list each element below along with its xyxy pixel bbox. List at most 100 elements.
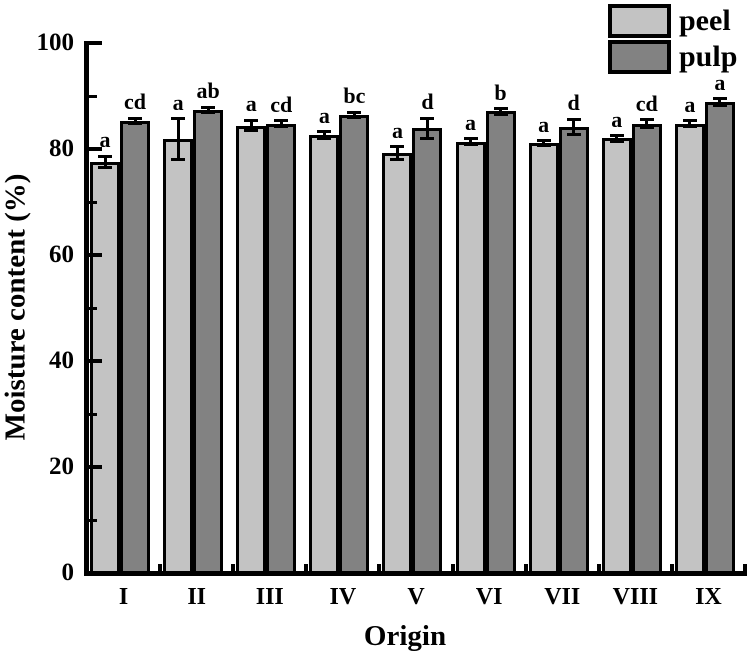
error-bar-cap-top (682, 119, 697, 123)
x-boundary-tick-7 (596, 564, 601, 571)
x-boundary-tick-6 (523, 564, 528, 571)
error-bar-peel-I (103, 156, 107, 167)
bar-pulp-VIII (631, 123, 662, 575)
y-major-tick-40 (89, 359, 102, 363)
x-boundary-tick-2 (231, 564, 236, 571)
bar-pulp-VI (485, 111, 516, 575)
error-bar-peel-V (395, 146, 399, 160)
error-bar-pulp-IX (718, 98, 722, 105)
legend-label-peel: peel (679, 4, 731, 37)
x-category-label-VIII: VIII (612, 584, 658, 610)
bar-pulp-III (266, 123, 297, 575)
error-bar-cap-bottom (390, 158, 405, 162)
bar-peel-IX (674, 123, 705, 575)
x-category-label-II: II (187, 584, 206, 610)
error-bar-pulp-VII (572, 119, 576, 135)
error-bar-cap-bottom (128, 122, 142, 126)
error-bar-cap-top (171, 117, 186, 121)
error-bar-cap-bottom (682, 124, 697, 128)
legend-entry-pulp: pulp (608, 40, 737, 74)
error-bar-cap-bottom (463, 142, 478, 146)
error-bar-cap-top (420, 116, 435, 120)
bar-peel-II (163, 138, 194, 575)
error-bar-cap-bottom (347, 116, 362, 120)
error-bar-cap-bottom (244, 129, 259, 133)
bar-pulp-IV (339, 115, 370, 575)
error-bar-cap-top (274, 119, 289, 123)
error-bar-peel-VIII (615, 135, 619, 142)
sig-letter-peel-VIII: a (611, 106, 623, 132)
error-bar-cap-top (493, 107, 508, 111)
x-category-label-VI: VI (475, 584, 503, 610)
x-axis-title: Origin (363, 620, 447, 652)
error-bar-pulp-VIII (645, 119, 649, 128)
error-bar-peel-IX (688, 120, 692, 127)
y-major-tick-100 (89, 41, 102, 45)
error-bar-cap-top (566, 117, 581, 121)
y-minor-tick-10 (89, 518, 97, 522)
error-bar-cap-bottom (712, 103, 727, 107)
x-boundary-tick-4 (377, 564, 382, 571)
x-axis-line (84, 571, 747, 576)
error-bar-cap-top (128, 116, 142, 120)
sig-letter-peel-III: a (245, 91, 257, 117)
error-bar-cap-bottom (171, 157, 186, 161)
error-bar-cap-bottom (639, 125, 654, 129)
sig-letter-peel-IV: a (318, 102, 330, 128)
bar-pulp-I (120, 120, 150, 575)
y-tick-label-80: 80 (49, 135, 74, 162)
x-boundary-tick-1 (158, 564, 163, 571)
y-major-tick-80 (89, 147, 102, 151)
sig-letter-pulp-VI: b (494, 79, 507, 105)
sig-letter-pulp-III: cd (270, 91, 293, 117)
error-bar-pulp-IV (352, 112, 356, 118)
legend-swatch-peel (608, 4, 671, 38)
sig-letter-pulp-IX: a (714, 69, 726, 95)
bar-pulp-V (412, 128, 443, 575)
error-bar-cap-bottom (609, 139, 624, 143)
error-bar-cap-bottom (566, 132, 581, 136)
legend-swatch-pulp (608, 40, 671, 74)
error-bar-peel-VI (469, 138, 473, 145)
sig-letter-pulp-IV: bc (343, 83, 366, 109)
x-category-label-VII: VII (544, 584, 581, 610)
y-tick-label-0: 0 (61, 559, 75, 586)
error-bar-cap-bottom (98, 165, 112, 169)
error-bar-pulp-II (206, 107, 210, 113)
error-bar-cap-bottom (201, 110, 216, 114)
error-bar-cap-bottom (420, 136, 435, 140)
bar-pulp-VII (558, 126, 589, 575)
error-bar-cap-top (639, 118, 654, 122)
error-bar-cap-bottom (536, 144, 551, 148)
y-minor-tick-50 (89, 306, 97, 310)
x-boundary-tick-5 (450, 564, 455, 571)
error-bar-pulp-VI (499, 108, 503, 115)
y-tick-label-20: 20 (49, 453, 74, 480)
x-category-label-V: V (407, 584, 425, 610)
error-bar-cap-top (712, 97, 727, 101)
sig-letter-pulp-VIII: cd (635, 90, 658, 116)
sig-letter-pulp-I: cd (124, 89, 146, 115)
error-bar-pulp-I (133, 118, 137, 124)
error-bar-peel-II (176, 118, 180, 160)
bar-peel-III (236, 125, 267, 575)
y-tick-label-100: 100 (36, 29, 75, 56)
bar-peel-V (382, 153, 413, 575)
error-bar-cap-top (244, 118, 259, 122)
error-bar-cap-top (609, 134, 624, 138)
error-bar-cap-top (536, 139, 551, 143)
sig-letter-peel-V: a (391, 117, 403, 143)
y-minor-tick-30 (89, 412, 97, 416)
legend-label-pulp: pulp (679, 40, 738, 73)
error-bar-cap-top (317, 130, 332, 133)
x-boundary-tick-9 (743, 564, 747, 571)
bar-peel-VII (528, 143, 559, 575)
bar-peel-VIII (601, 138, 632, 575)
x-category-label-III: III (255, 584, 284, 610)
y-major-tick-0 (89, 571, 102, 575)
y-minor-tick-90 (89, 94, 97, 98)
error-bar-pulp-III (279, 120, 283, 127)
y-axis-line (84, 41, 89, 576)
